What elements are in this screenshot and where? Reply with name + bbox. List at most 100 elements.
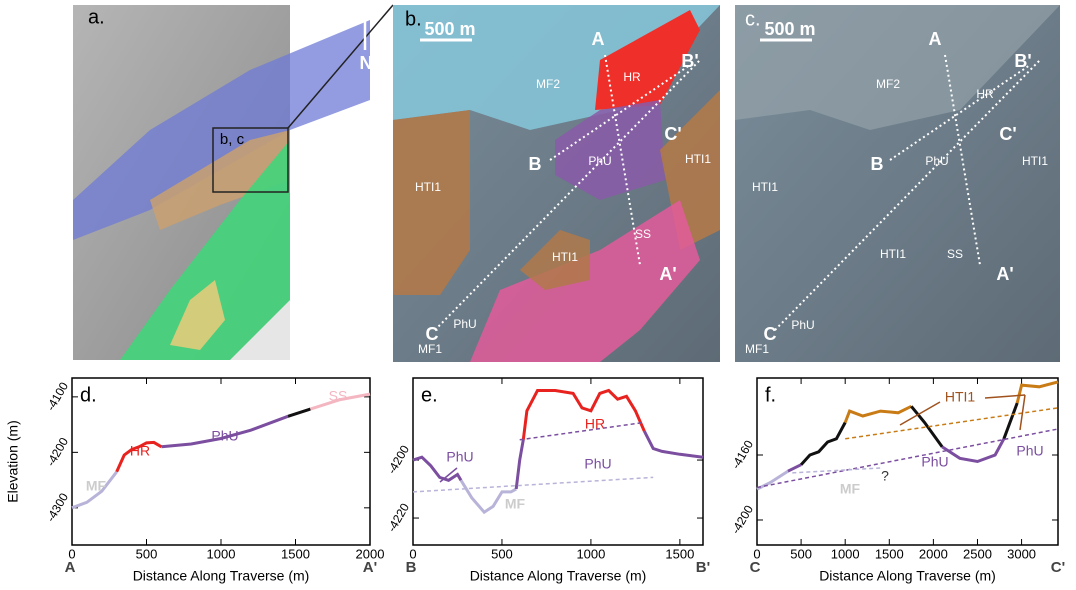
traverse-end: B' — [696, 559, 710, 576]
unit-label: HR — [623, 70, 641, 84]
unit-label: MF2 — [876, 77, 900, 91]
unit-annotation: SS — [329, 388, 348, 404]
point: B' — [681, 51, 698, 71]
panel-label: c. — [745, 8, 761, 30]
unit-label: MF1 — [745, 342, 769, 356]
point: A — [592, 29, 605, 49]
panel-label: d. — [80, 384, 97, 406]
y-tick-label: -4200 — [44, 435, 72, 469]
profile-line — [1004, 403, 1017, 439]
unit-annotation: HR — [585, 416, 605, 432]
y-tick-label: -4100 — [44, 379, 72, 413]
x-tick-label: 1500 — [665, 546, 694, 561]
x-tick-label: 500 — [491, 546, 513, 561]
figure: a. N b, c b. 500 m A B' C' B A' C MF2 HR… — [0, 0, 1076, 590]
x-tick-label: 1500 — [281, 546, 310, 561]
profile-line — [801, 423, 845, 465]
unit-annotation: PhU — [584, 456, 611, 472]
x-tick-label: 3000 — [1007, 546, 1036, 561]
unit-label: HTI1 — [685, 152, 711, 166]
unit-label: HTI1 — [880, 247, 906, 261]
profile-line — [520, 422, 645, 439]
unit-label: HTI1 — [752, 180, 778, 194]
point: B — [871, 154, 884, 174]
unit-label: MF1 — [418, 342, 442, 356]
y-tick-label: -4200 — [385, 443, 413, 477]
traverse-start: A — [65, 559, 76, 576]
panel-b: b. 500 m A B' C' B A' C MF2 HR PhU HTI1 … — [393, 5, 720, 362]
profile-line — [845, 406, 911, 422]
unit-annotation: MF — [840, 481, 861, 497]
y-tick-label: -4220 — [385, 501, 413, 535]
profile-line — [757, 471, 788, 489]
leader-line — [900, 402, 940, 425]
point: C' — [999, 124, 1016, 144]
y-axis-label: Elevation (m) — [5, 420, 21, 502]
unit-annotation: PhU — [1016, 443, 1043, 459]
profile-line — [1017, 382, 1058, 403]
inset-label: b, c — [220, 131, 245, 148]
unit-label: HTI1 — [415, 180, 441, 194]
scale-label: 500 m — [764, 19, 815, 39]
traverse-start: C — [750, 559, 761, 576]
x-tick-label: 2500 — [963, 546, 992, 561]
profile-line — [911, 406, 942, 447]
unit-annotation: HR — [130, 443, 150, 459]
unit-label: PhU — [925, 154, 948, 168]
panel-a: a. N b, c — [73, 5, 393, 360]
x-tick-label: 2000 — [919, 546, 948, 561]
profile-line — [516, 440, 523, 489]
profile-line — [288, 409, 310, 416]
profile-line — [644, 431, 703, 457]
unit-label: SS — [947, 247, 963, 261]
panel-c: c. 500 m A B' C' B A' C MF2 HR PhU HTI1 … — [735, 5, 1060, 362]
unit-annotation: ? — [881, 468, 889, 484]
unit-label: PhU — [588, 154, 611, 168]
point: C — [426, 324, 439, 344]
north-label: N — [360, 53, 373, 73]
unit-annotation: PhU — [446, 449, 473, 465]
unit-label: SS — [635, 227, 651, 241]
x-tick-label: 500 — [790, 546, 812, 561]
point: C' — [664, 124, 681, 144]
profile-line — [788, 465, 801, 472]
x-tick-label: 1500 — [875, 546, 904, 561]
profile-line — [757, 429, 1058, 488]
y-tick-label: -4300 — [44, 490, 72, 524]
unit-label: HR — [976, 87, 994, 101]
unit-label: HTI1 — [552, 250, 578, 264]
unit-annotation: PhU — [921, 454, 948, 470]
point: B' — [1014, 51, 1031, 71]
scale-label: 500 m — [424, 19, 475, 39]
traverse-end: A' — [363, 559, 377, 576]
unit-area — [393, 110, 470, 295]
y-tick-label: -4200 — [729, 503, 757, 537]
x-tick-label: 1000 — [576, 546, 605, 561]
x-tick-label: 500 — [136, 546, 158, 561]
panel-label: b. — [405, 8, 422, 30]
unit-label: HTI1 — [1022, 154, 1048, 168]
point: A — [929, 29, 942, 49]
panel-label: f. — [765, 384, 776, 406]
x-axis-label: Distance Along Traverse (m) — [470, 568, 647, 584]
traverse-start: B — [406, 559, 417, 576]
unit-label: MF2 — [536, 77, 560, 91]
unit-annotation: PhU — [211, 428, 238, 444]
unit-annotation: MF — [505, 496, 526, 512]
unit-annotation: HTI1 — [945, 389, 976, 405]
point: B — [529, 154, 542, 174]
page: a. N b, c b. 500 m A B' C' B A' C MF2 HR… — [0, 0, 1076, 590]
unit-label: PhU — [453, 317, 476, 331]
traverse-end: C' — [1051, 559, 1065, 576]
leader-line — [1020, 395, 1025, 430]
x-tick-label: 1000 — [831, 546, 860, 561]
unit-label: PhU — [791, 318, 814, 332]
unit-annotation: MF — [86, 478, 107, 494]
y-tick-label: -4160 — [729, 438, 757, 472]
x-axis-label: Distance Along Traverse (m) — [133, 568, 310, 584]
x-axis-label: Distance Along Traverse (m) — [819, 568, 996, 584]
x-tick-label: 1000 — [207, 546, 236, 561]
point: A' — [659, 264, 676, 284]
panel-label: e. — [421, 384, 438, 406]
point: C — [764, 324, 777, 344]
